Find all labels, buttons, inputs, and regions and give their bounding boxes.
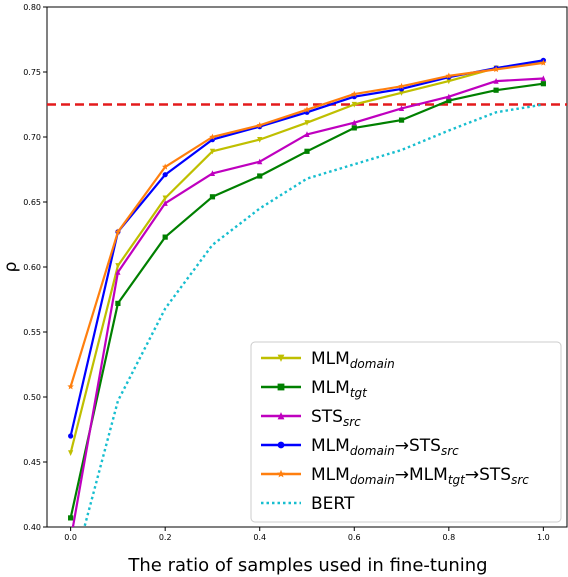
legend-label-0: MLMdomain [311,349,395,371]
data-point-1-6 [351,125,357,131]
data-point-4-7 [398,82,405,90]
legend-label-part: src [441,444,459,458]
data-point-0-8 [446,78,452,85]
data-point-0-0 [68,450,74,456]
data-point-1-0 [68,515,74,521]
data-point-1-2 [162,234,168,240]
data-point-0-2 [162,195,168,202]
data-point-1-8 [446,98,452,104]
data-point-4-3 [209,133,216,140]
y-tick-label: 0.50 [23,393,41,402]
legend-label-part: BERT [311,494,355,514]
data-point-0-7 [398,90,405,96]
data-point-4-9 [492,66,500,73]
y-tick-label: 0.60 [23,263,41,272]
data-point-2-4 [257,158,263,165]
x-tick-label: 0.8 [442,533,455,542]
legend: MLMdomainMLMtgtSTSsrcMLMdomain→STSsrcMLM… [250,341,562,523]
legend-box [250,341,562,523]
data-point-0-5 [304,120,310,126]
legend-label-part: MLM [311,436,350,456]
data-point-1-1 [115,300,121,306]
data-point-4-6 [351,90,358,97]
legend-label-part: src [343,415,361,429]
series-layer [47,57,567,527]
x-tick-label: 0.6 [348,533,361,542]
x-tick-label: 1.0 [537,533,550,542]
data-point-3-0 [68,433,74,439]
legend-label-part: MLM [311,378,350,398]
data-point-2-7 [398,105,405,111]
legend-label-part: →MLM [395,465,448,485]
legend-marker-0 [277,354,285,362]
legend-marker-1 [277,383,285,391]
legend-label-2: STSsrc [311,407,361,429]
x-tick-label: 0.4 [253,533,266,542]
legend-label-part: tgt [350,386,368,400]
y-axis-label: ρ [1,262,21,273]
series-line-5 [83,103,544,527]
x-tick-label: 0.0 [64,533,77,542]
legend-marker-3 [277,441,285,449]
legend-label-part: domain [350,444,395,458]
data-point-4-1 [114,228,122,235]
legend-label-part: →STS [395,436,441,456]
y-tick-label: 0.40 [23,523,41,532]
data-point-4-4 [256,121,263,129]
data-point-2-6 [351,119,357,126]
y-tick-label: 0.45 [23,458,41,467]
legend-label-1: MLMtgt [311,378,368,400]
legend-label-part: →STS [465,465,511,485]
x-axis-label: The ratio of samples used in fine-tuning [127,555,487,576]
data-point-1-9 [493,87,499,93]
legend-label-4: MLMdomain→MLMtgt→STSsrc [311,465,529,487]
legend-label-5: BERT [311,494,355,514]
x-tick-label: 0.2 [159,533,172,542]
data-point-1-5 [304,148,310,154]
data-point-4-10 [540,59,547,66]
y-tick-label: 0.75 [23,68,41,77]
data-point-4-2 [161,163,169,170]
data-point-2-8 [446,93,452,100]
y-axis: 0.40 0.45 0.50 0.55 0.60 0.65 0.70 0.75 0.80 [23,3,47,532]
data-point-1-7 [398,117,405,123]
data-point-0-3 [209,148,216,155]
y-tick-label: 0.65 [23,198,41,207]
data-point-0-4 [257,137,263,143]
legend-marker-4 [277,469,285,478]
y-tick-label: 0.70 [23,133,41,142]
data-point-4-8 [445,72,453,79]
data-point-2-5 [304,131,310,137]
legend-label-part: src [511,473,529,487]
data-point-1-3 [209,194,216,200]
y-tick-label: 0.55 [23,328,41,337]
y-tick-label: 0.80 [23,3,41,12]
legend-label-part: tgt [448,473,466,487]
legend-label-part: STS [311,407,343,427]
data-point-1-10 [540,81,546,87]
data-point-2-3 [209,170,216,176]
data-point-4-0 [67,383,74,390]
data-point-3-2 [162,172,168,178]
data-point-0-6 [351,101,357,108]
legend-label-part: domain [350,473,395,487]
legend-label-3: MLMdomain→STSsrc [311,436,459,458]
data-point-4-5 [303,106,311,113]
data-point-2-9 [493,78,499,84]
data-point-2-1 [115,269,121,275]
data-point-0-1 [115,263,121,269]
data-point-1-4 [257,173,263,179]
x-axis: 0.0 0.2 0.4 0.6 0.8 1.0 [64,527,550,542]
legend-label-part: domain [350,357,395,371]
data-point-2-10 [540,75,546,82]
legend-label-part: MLM [311,349,350,369]
legend-label-part: MLM [311,465,350,485]
legend-marker-2 [277,412,285,420]
data-point-2-2 [162,200,168,206]
